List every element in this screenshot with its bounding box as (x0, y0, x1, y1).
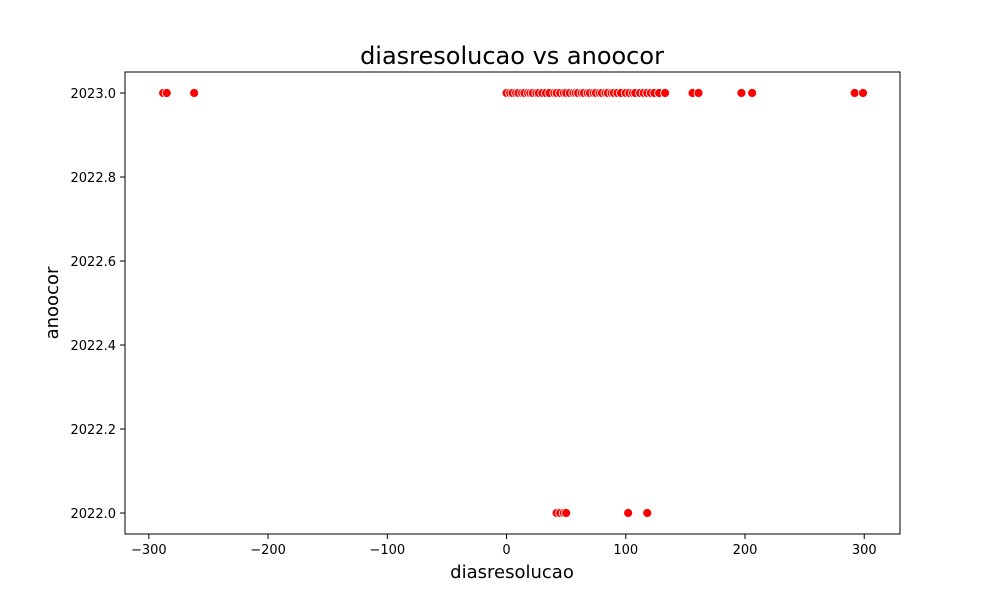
y-tick-label: 2022.0 (71, 507, 117, 522)
y-axis-title: anoocor (42, 266, 63, 339)
y-tick-label: 2023.0 (71, 87, 117, 102)
x-tick-label: 0 (502, 543, 510, 558)
data-point (642, 508, 653, 518)
data-points (158, 88, 868, 518)
x-tick-label: 200 (733, 543, 758, 558)
y-axis: 2022.0 2022.2 2022.4 2022.6 2022.8 2023.0 (71, 87, 125, 522)
data-point (693, 88, 704, 98)
data-point (623, 508, 634, 518)
y-tick-label: 2022.8 (71, 171, 117, 186)
y-tick-label: 2022.4 (71, 339, 117, 354)
plot-area (124, 71, 901, 535)
data-point (161, 88, 172, 98)
chart-title: diasresolucao vs anoocor (360, 42, 664, 70)
x-tick-label: 300 (852, 543, 877, 558)
data-point (660, 88, 671, 98)
data-point (858, 88, 868, 98)
x-tick-label: −300 (131, 543, 167, 558)
data-point (736, 88, 747, 98)
x-axis: −300 −200 −100 0 100 200 300 (131, 534, 877, 558)
x-tick-label: −200 (250, 543, 286, 558)
data-point (849, 88, 860, 98)
plot-frame (124, 71, 901, 535)
data-point (189, 88, 200, 98)
data-point (747, 88, 758, 98)
y-tick-label: 2022.6 (71, 255, 117, 270)
y-tick-label: 2022.2 (71, 423, 117, 438)
x-tick-label: 100 (613, 543, 638, 558)
data-point (561, 508, 572, 518)
x-tick-label: −100 (369, 543, 405, 558)
x-axis-title: diasresolucao (450, 562, 574, 583)
